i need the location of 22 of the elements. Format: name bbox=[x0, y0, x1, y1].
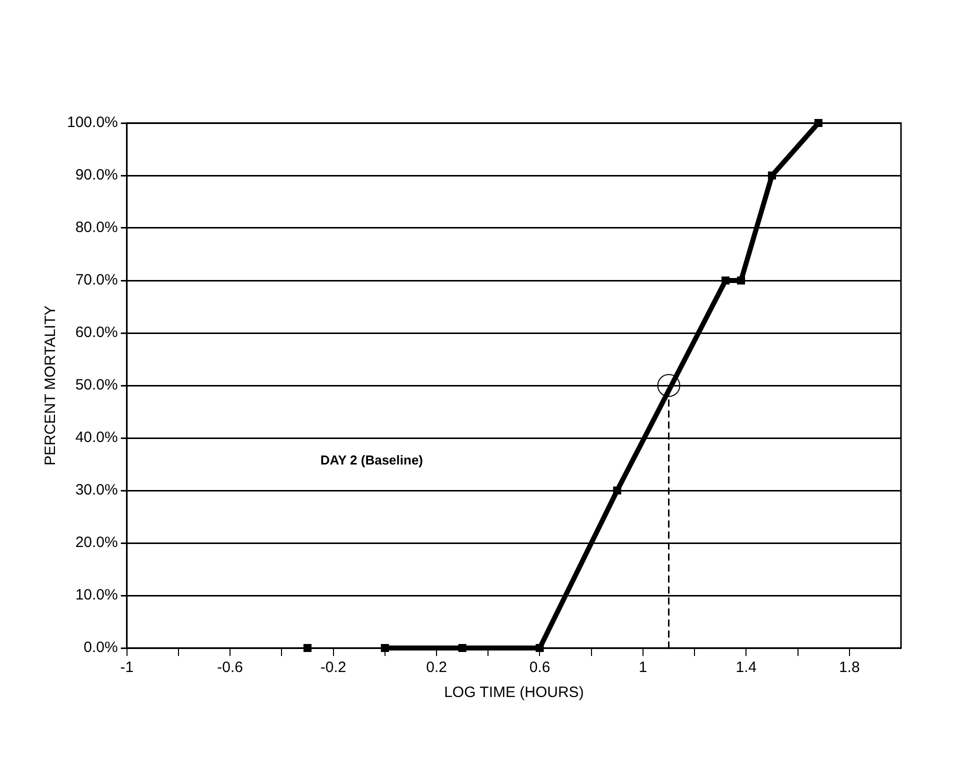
y-tick-label: 40.0% bbox=[75, 429, 118, 446]
x-tick-label: 1.8 bbox=[838, 659, 860, 676]
y-axis-title: PERCENT MORTALITY bbox=[42, 305, 60, 466]
y-tick-label: 90.0% bbox=[75, 166, 118, 184]
y-tick-label: 70.0% bbox=[75, 272, 118, 289]
x-tick-label: 0.2 bbox=[426, 659, 447, 676]
x-tick-label: -0.2 bbox=[320, 659, 346, 676]
y-tick-label: 50.0% bbox=[75, 376, 118, 394]
x-axis-title: LOG TIME (HOURS) bbox=[444, 684, 584, 702]
x-tick-label: -0.6 bbox=[217, 659, 244, 676]
y-tick-label: 20.0% bbox=[75, 534, 118, 552]
y-tick-label: 100.0% bbox=[67, 114, 118, 132]
y-tick-label: 30.0% bbox=[75, 482, 118, 499]
x-tick-label: 1 bbox=[638, 659, 648, 676]
y-tick-label: 60.0% bbox=[75, 324, 118, 342]
x-tick-label: 1.4 bbox=[736, 659, 757, 676]
x-tick-label: -1 bbox=[120, 659, 134, 676]
annotation: DAY 2 (Baseline) bbox=[320, 452, 424, 468]
y-tick-label: 0.0% bbox=[84, 639, 118, 656]
x-tick-label: 0.6 bbox=[529, 659, 550, 676]
y-tick-label: 80.0% bbox=[75, 219, 118, 236]
y-tick-label: 10.0% bbox=[75, 586, 118, 604]
